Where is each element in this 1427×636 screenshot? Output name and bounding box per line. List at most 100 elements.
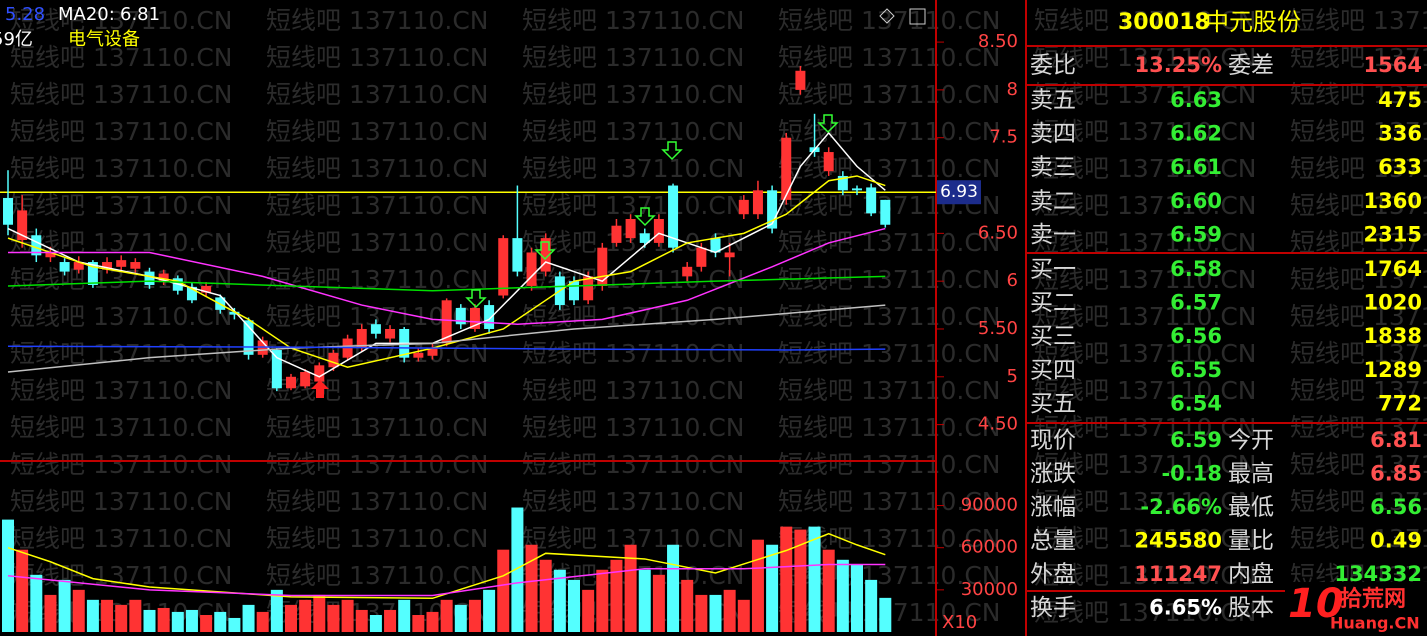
volume-bar (525, 544, 538, 632)
volume-bar (511, 507, 524, 632)
volume-bar (327, 604, 340, 632)
candle-body (837, 175, 848, 191)
candle-body (852, 188, 862, 191)
watermark: 短线吧 137110.CN (10, 524, 233, 553)
volume-bar (667, 544, 680, 632)
book-price: 6.61 (1170, 155, 1222, 179)
quote-value: 6.59 (1170, 428, 1222, 452)
volume-bar (582, 589, 595, 632)
book-volume: 1764 (1364, 257, 1422, 281)
watermark: 短线吧 137110.CN (1034, 413, 1257, 442)
watermark: 短线吧 137110.CN (778, 302, 1001, 331)
volume-bar (313, 594, 326, 632)
candle-body (639, 233, 650, 243)
candle-body (116, 260, 127, 267)
book-label: 卖二 (1030, 188, 1076, 214)
quote-label: 最低 (1228, 495, 1274, 521)
watermark: 短线吧 137110.CN (1290, 117, 1427, 146)
signal-arrow (817, 114, 839, 134)
quote-label: 涨幅 (1030, 495, 1076, 521)
candle-body (866, 187, 877, 214)
volume-bar (497, 549, 510, 632)
volume-bar (44, 594, 57, 632)
ratio-value: 13.25% (1135, 53, 1222, 77)
candle-body (498, 238, 509, 296)
y-tick-label: 7.5 (989, 127, 1018, 148)
y-tick-label: 8.50 (978, 31, 1018, 52)
ma-line (7, 532, 886, 600)
candle-body (300, 372, 311, 387)
volume-bar (624, 544, 637, 632)
watermark: 短线吧 137110.CN (10, 450, 233, 479)
icon-window[interactable] (909, 8, 926, 25)
candle-body (767, 190, 778, 229)
volume-bar (30, 574, 43, 632)
watermark: 短线吧 137110.CN (778, 80, 1001, 109)
candle-body (31, 235, 42, 256)
ma-line (7, 304, 886, 373)
volume-bar (270, 589, 283, 632)
candle-body (752, 190, 763, 215)
volume-bar (369, 615, 382, 632)
watermark: 短线吧 137110.CN (10, 413, 233, 442)
candle-body (710, 238, 721, 253)
volume-bar (299, 599, 312, 632)
book-volume: 1020 (1364, 291, 1422, 315)
candle-body (597, 247, 608, 286)
reference-label: 6.93 (940, 182, 978, 202)
watermark: 短线吧 137110.CN (522, 154, 745, 183)
watermark: 短线吧 137110.CN (10, 339, 233, 368)
watermark: 短线吧 137110.CN (778, 228, 1001, 257)
quote-label: 涨跌 (1030, 461, 1076, 487)
watermark: 短线吧 137110.CN (1290, 339, 1427, 368)
watermark: 短线吧 137110.CN (522, 43, 745, 72)
watermark: 短线吧 137110.CN (778, 117, 1001, 146)
watermark: 短线吧 137110.CN (1034, 191, 1257, 220)
watermark: 短线吧 137110.CN (1034, 376, 1257, 405)
book-price: 6.62 (1170, 122, 1222, 146)
candle-body (144, 271, 155, 285)
book-price: 6.59 (1170, 222, 1222, 246)
ma250-value: 5.28 (5, 4, 45, 25)
quote-value: 6.85 (1370, 462, 1422, 486)
watermark: 短线吧 137110.CN (1034, 117, 1257, 146)
volume-bar (115, 604, 128, 632)
volume-bar (384, 609, 397, 632)
quote-value: 6.65% (1149, 596, 1222, 620)
volume-bar (468, 599, 481, 632)
volume-bar (865, 579, 878, 632)
candle-body (441, 300, 452, 344)
volume-bar (808, 526, 821, 632)
watermark: 短线吧 137110.CN (1290, 524, 1427, 553)
book-volume: 2315 (1364, 222, 1422, 246)
book-price: 6.56 (1170, 324, 1222, 348)
signal-arrow (311, 380, 329, 398)
diff-value: 1564 (1364, 53, 1422, 77)
candle-body (229, 311, 240, 315)
watermark: 短线吧 137110.CN (266, 228, 489, 257)
candle-body (370, 324, 381, 334)
volume-bar (171, 611, 184, 632)
volume-bar (822, 549, 835, 632)
watermark: 短线吧 137110.CN (1290, 43, 1427, 72)
candle-body (102, 262, 113, 270)
icon-diamond[interactable] (879, 8, 895, 24)
watermark: 短线吧 137110.CN (10, 154, 233, 183)
candle-body (314, 365, 325, 382)
y-tick-label: 4.50 (978, 414, 1018, 435)
watermark: 短线吧 137110.CN (1290, 265, 1427, 294)
watermark: 短线吧 137110.CN (1290, 413, 1427, 442)
reference-label-box (937, 180, 981, 205)
book-volume: 475 (1378, 88, 1422, 112)
ma-line (7, 275, 886, 292)
watermark: 短线吧 137110.CN (1290, 376, 1427, 405)
quote-label: 总量 (1030, 528, 1076, 554)
signal-arrow (534, 241, 556, 261)
unit-label: X10 (942, 612, 977, 633)
volume-bar (836, 559, 849, 632)
volume-bar (285, 604, 297, 632)
logo-bg (1285, 582, 1427, 636)
watermark: 短线吧 137110.CN (778, 154, 1001, 183)
candle-body (59, 262, 70, 272)
